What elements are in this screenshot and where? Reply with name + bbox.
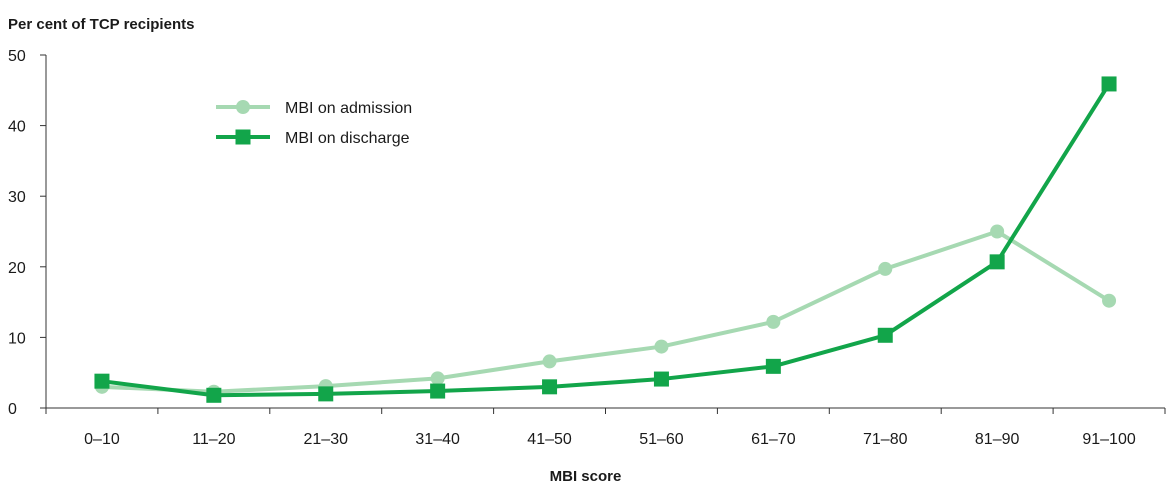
legend-label: MBI on admission: [285, 100, 412, 117]
y-tick-label: 30: [8, 189, 26, 206]
x-tick-label: 71–80: [863, 431, 908, 448]
x-tick-label: 11–20: [192, 431, 235, 448]
series-mbi-on-discharge: [94, 76, 1117, 403]
y-tick-label: 40: [8, 119, 26, 136]
data-point: [542, 354, 557, 369]
x-tick-label: 41–50: [527, 431, 572, 448]
data-point: [877, 327, 893, 343]
x-tick-label: 61–70: [751, 431, 796, 448]
data-point: [654, 339, 669, 354]
series-line: [101, 82, 1111, 398]
y-tick-label: 0: [8, 401, 17, 418]
data-point: [878, 261, 893, 276]
legend-marker: [235, 129, 251, 145]
x-tick-label: 21–30: [304, 431, 349, 448]
legend-item: MBI on discharge: [216, 129, 410, 147]
x-tick-label: 0–10: [84, 431, 120, 448]
y-tick-label: 50: [8, 48, 26, 65]
x-tick-label: 51–60: [639, 431, 684, 448]
data-point: [430, 371, 445, 386]
data-point: [765, 358, 781, 374]
series-line: [101, 229, 1111, 394]
data-point: [318, 386, 334, 402]
data-point: [430, 383, 446, 399]
data-point: [1101, 76, 1117, 92]
x-axis-title: MBI score: [549, 468, 622, 485]
data-point: [653, 371, 669, 387]
data-point: [542, 379, 558, 395]
y-axis-title: Per cent of TCP recipients: [8, 16, 195, 33]
data-point: [766, 314, 781, 329]
data-point: [989, 254, 1005, 270]
data-point: [990, 224, 1005, 239]
y-tick-label: 10: [8, 330, 26, 347]
x-tick-label: 81–90: [975, 431, 1020, 448]
x-tick-label: 91–100: [1082, 431, 1135, 448]
data-point: [1102, 293, 1117, 308]
legend-marker: [236, 100, 250, 114]
legend-item: MBI on admission: [216, 100, 412, 117]
legend-label: MBI on discharge: [285, 130, 410, 147]
data-point: [94, 373, 110, 389]
series-mbi-on-admission: [94, 224, 1117, 399]
y-tick-label: 20: [8, 260, 26, 277]
x-tick-label: 31–40: [415, 431, 460, 448]
data-point: [206, 387, 222, 403]
